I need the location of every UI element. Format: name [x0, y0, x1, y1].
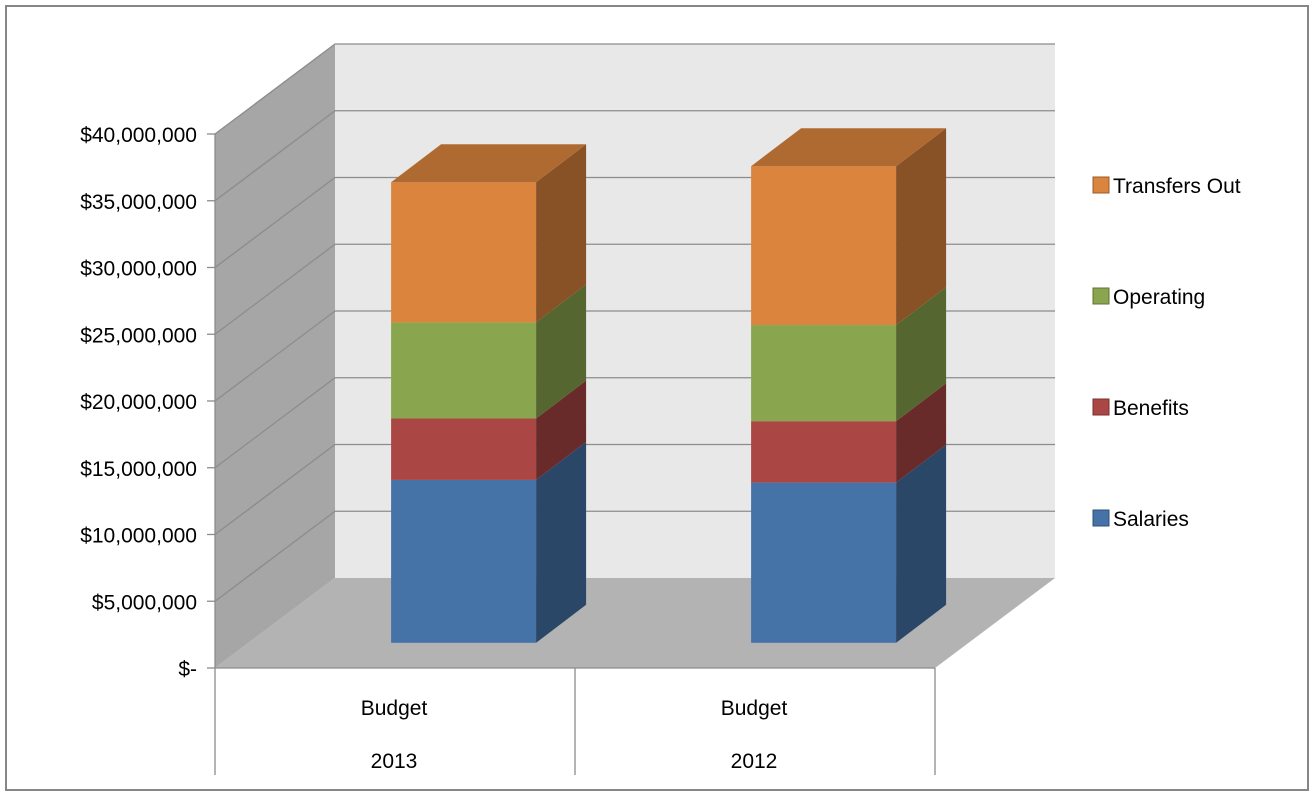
legend-label: Benefits: [1113, 397, 1189, 420]
legend-swatch: [1092, 509, 1110, 527]
legend-entry: Transfers Out: [1092, 175, 1241, 198]
bar-segment: [751, 444, 947, 643]
legend-swatch: [1092, 398, 1110, 416]
bar-segment-front: [391, 479, 537, 643]
bar-top: [391, 144, 587, 183]
bar-segment-front: [751, 166, 897, 326]
legend-swatch: [1092, 287, 1110, 305]
bar-segment-front: [751, 325, 897, 422]
bar-segment: [751, 287, 947, 422]
y-tick-label: $20,000,000: [80, 391, 197, 414]
y-tick-label: $25,000,000: [80, 324, 197, 347]
bar-segment-front: [391, 418, 537, 480]
legend-swatch: [1092, 176, 1110, 194]
gridline: [214, 43, 1055, 135]
x-category-label: Budget: [721, 697, 788, 720]
y-tick-label: $-: [178, 658, 197, 681]
y-axis: $- $5,000,000 $10,000,000 $15,000,000 $20,00…: [80, 124, 216, 681]
legend-entry: Salaries: [1092, 508, 1189, 531]
legend: Transfers Out Operating Benefits Salaries: [1092, 175, 1241, 531]
bar-segment-front: [751, 482, 897, 643]
x-group-label: 2013: [371, 750, 418, 773]
legend-entry: Operating: [1092, 286, 1205, 309]
y-tick-label: $15,000,000: [80, 458, 197, 481]
bar-segment-side: [896, 287, 947, 422]
y-tick-label: $10,000,000: [80, 525, 197, 548]
bar-segment-side: [896, 383, 947, 483]
gridline: [214, 110, 1055, 202]
bars: [391, 128, 947, 643]
legend-entry: Benefits: [1092, 397, 1189, 420]
bar-segment-side: [536, 144, 587, 323]
bar-segment: [751, 128, 947, 326]
bar-segment-side: [536, 441, 587, 643]
bar-segment-side: [896, 128, 947, 326]
x-category-label: Budget: [361, 697, 428, 720]
y-tick-label: $35,000,000: [80, 191, 197, 214]
x-group-label: 2012: [731, 750, 778, 773]
legend-label: Salaries: [1113, 508, 1189, 531]
legend-label: Operating: [1113, 286, 1205, 309]
bar-segment: [391, 380, 587, 480]
y-tick-label: $40,000,000: [80, 124, 197, 147]
bar-segment-side: [536, 380, 587, 480]
bar-segment: [751, 383, 947, 483]
legend-label: Transfers Out: [1113, 175, 1241, 198]
y-tick-label: $30,000,000: [80, 258, 197, 281]
bar-segment-front: [391, 322, 537, 419]
bar-segment: [391, 441, 587, 643]
bar-segment: [391, 144, 587, 323]
bar-segment-side: [896, 444, 947, 643]
bar-segment: [391, 284, 587, 419]
y-tick-label: $5,000,000: [92, 591, 197, 614]
bar-top: [751, 128, 947, 167]
bar-segment-front: [391, 182, 537, 323]
bar-segment-side: [536, 284, 587, 419]
x-axis: Budget 2013 Budget 2012: [214, 667, 936, 775]
bar-segment-front: [751, 421, 897, 483]
